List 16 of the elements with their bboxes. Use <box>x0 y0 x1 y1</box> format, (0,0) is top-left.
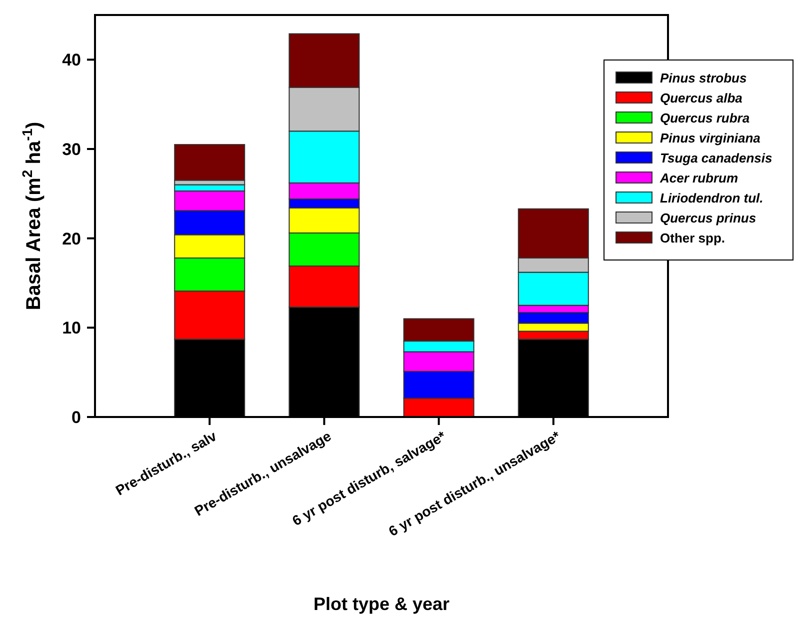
y-tick-label: 30 <box>62 140 81 159</box>
legend-label: Quercus rubra <box>660 110 750 126</box>
legend-label: Quercus prinus <box>660 210 756 226</box>
legend-label: Other spp. <box>660 230 726 246</box>
legend-label: Acer rubrum <box>659 170 738 186</box>
y-tick-label: 0 <box>72 408 81 427</box>
legend-label: Liriodendron tul. <box>660 190 764 206</box>
legend-label: Pinus virginiana <box>660 130 760 146</box>
bar <box>174 144 246 181</box>
legend-label: Tsuga canadensis <box>660 150 772 166</box>
x-axis-title: Plot type & year <box>313 594 450 614</box>
legend-label: Quercus alba <box>660 90 742 106</box>
y-tick-label: 10 <box>62 318 81 338</box>
y-tick-label: 20 <box>62 229 81 248</box>
legend-label: Pinus strobus <box>660 70 747 86</box>
y-tick-label: 40 <box>62 50 81 70</box>
